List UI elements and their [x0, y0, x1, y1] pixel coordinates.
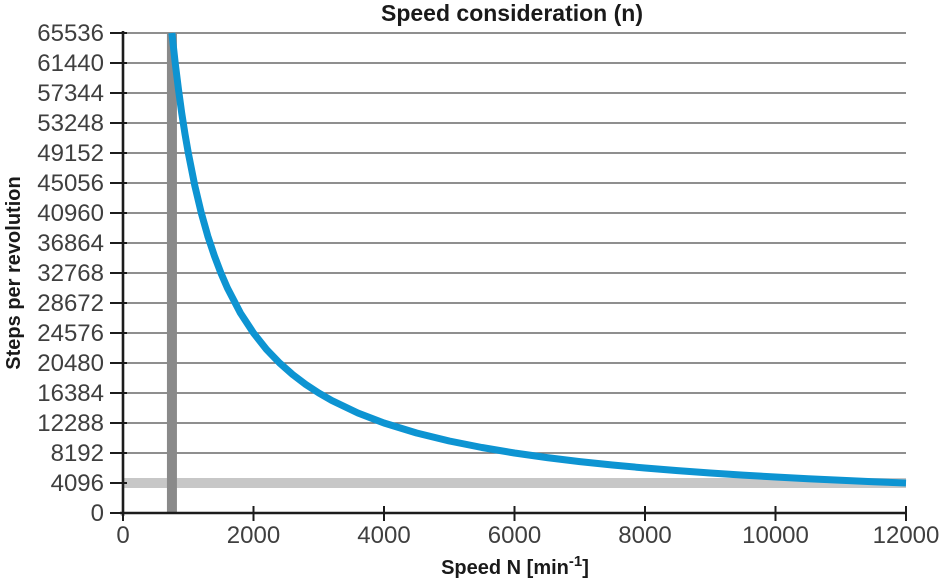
vertical-marker-bar — [166, 33, 177, 513]
y-tick-label: 45056 — [37, 170, 104, 197]
marker-bars-layer — [123, 33, 906, 513]
y-tick-label: 16384 — [37, 380, 104, 407]
y-tick-label: 61440 — [37, 50, 104, 77]
y-tick-label: 40960 — [37, 200, 104, 227]
tick-marks-layer — [110, 32, 907, 521]
y-tick-label: 32768 — [37, 260, 104, 287]
data-curve-layer — [168, 32, 907, 487]
x-tick-label: 0 — [116, 522, 129, 549]
y-tick-label: 4096 — [51, 470, 104, 497]
x-tick-label: 4000 — [357, 522, 410, 549]
gridlines-layer — [123, 32, 906, 484]
y-tick-label: 49152 — [37, 140, 104, 167]
x-tick-label: 10000 — [742, 522, 809, 549]
y-tick-label: 0 — [91, 500, 104, 527]
y-axis-title: Steps per revolution — [3, 176, 25, 369]
x-tick-label: 8000 — [618, 522, 671, 549]
x-tick-label: 2000 — [227, 522, 280, 549]
y-tick-label: 36864 — [37, 230, 104, 257]
y-tick-label: 20480 — [37, 350, 104, 377]
x-axis-title-main: Speed N [min — [441, 557, 569, 579]
x-axis-title-superscript: -1 — [569, 553, 582, 570]
x-tick-label: 6000 — [488, 522, 541, 549]
horizontal-marker-bar — [123, 478, 906, 488]
chart-title: Speed consideration (n) — [381, 0, 643, 26]
y-tick-label: 24576 — [37, 320, 104, 347]
x-axis-title: Speed N [min-1] — [441, 553, 589, 579]
y-tick-label: 53248 — [37, 110, 104, 137]
y-tick-label: 65536 — [37, 20, 104, 47]
y-tick-label: 57344 — [37, 80, 104, 107]
x-tick-label: 12000 — [873, 522, 940, 549]
y-tick-label: 28672 — [37, 290, 104, 317]
data-curve — [168, 32, 907, 487]
x-axis-title-end: ] — [582, 557, 589, 579]
y-tick-label: 12288 — [37, 410, 104, 437]
tick-labels-layer: 0 4096 8192 12288 16384 20480 24576 28672 32768 3… — [37, 20, 939, 549]
y-tick-label: 8192 — [51, 440, 104, 467]
